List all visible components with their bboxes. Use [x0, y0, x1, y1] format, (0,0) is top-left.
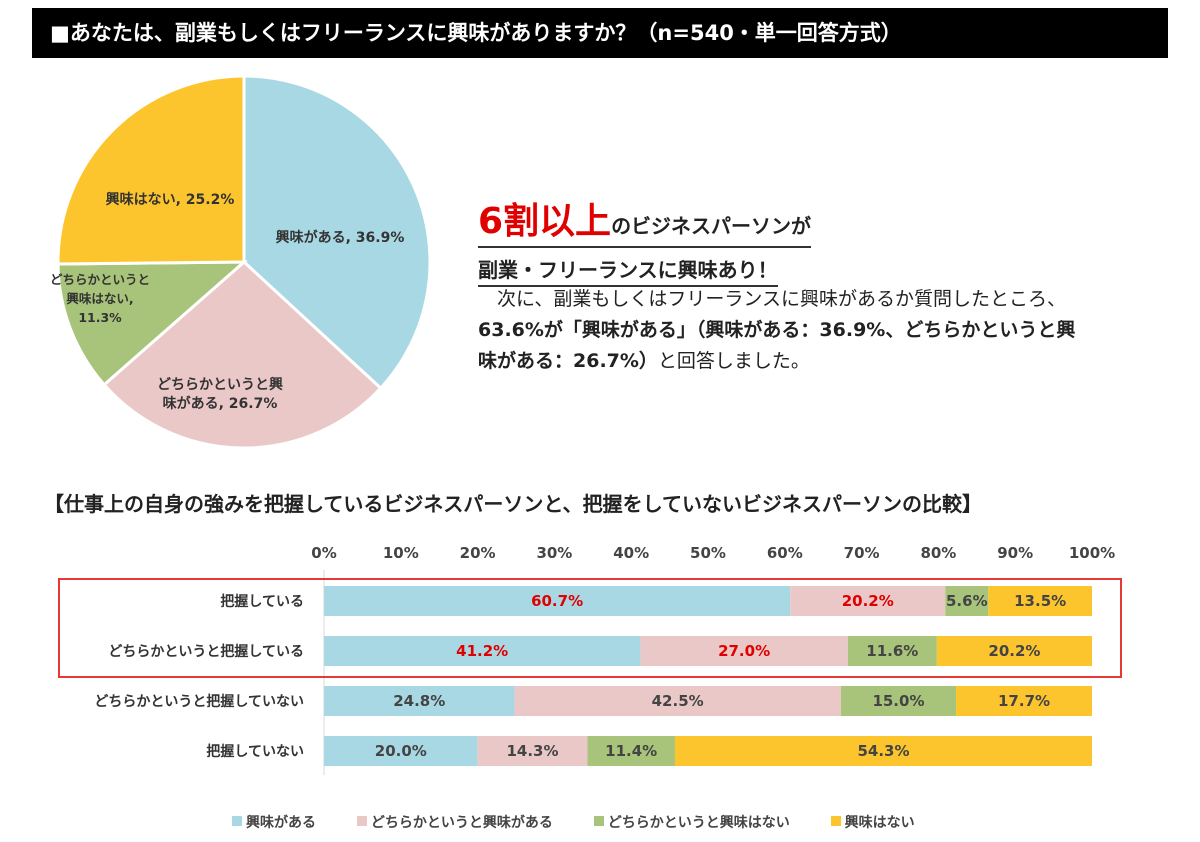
- section-title: 【仕事上の自身の強みを把握しているビジネスパーソンと、把握をしていないビジネスパ…: [44, 492, 982, 516]
- legend-swatch: [232, 816, 242, 826]
- legend-swatch: [593, 816, 604, 826]
- bar-value-label: 20.2%: [842, 592, 894, 610]
- legend-label: 興味はない: [844, 815, 915, 831]
- x-tick-label: 90%: [997, 544, 1033, 562]
- category-label: 把握している: [220, 593, 304, 610]
- bar-segment: [324, 586, 791, 616]
- bar-value-label: 60.7%: [531, 592, 583, 610]
- x-tick-label: 60%: [767, 544, 803, 562]
- bar-value-label: 13.5%: [1014, 592, 1066, 610]
- category-label: 把握していない: [206, 743, 304, 760]
- pie-slice: [56, 74, 246, 266]
- bar-value-label: 11.6%: [866, 642, 918, 660]
- bar-segment: [324, 636, 641, 666]
- legend-label: 興味がある: [246, 815, 316, 831]
- summary-part-3: と回答しました。: [657, 350, 810, 372]
- bar-value-label: 20.0%: [375, 742, 427, 760]
- bar-segment: [847, 636, 937, 666]
- bar-segment: [988, 586, 1092, 616]
- bar-value-label: 42.5%: [652, 692, 704, 710]
- legend-swatch: [356, 816, 367, 826]
- header-title: ■あなたは、副業もしくはフリーランスに興味がありますか？（n=540・単一回答方…: [50, 21, 902, 45]
- bar-value-label: 41.2%: [456, 642, 508, 660]
- headline-rest: のビジネスパーソンが: [611, 214, 812, 238]
- headline-line-1: 6割以上のビジネスパーソンが: [478, 192, 812, 248]
- bar-segment: [790, 586, 946, 616]
- bar-segment: [840, 686, 957, 716]
- bar-segment: [945, 586, 989, 616]
- bar-segment: [956, 686, 1092, 716]
- legend-swatch: [830, 816, 841, 826]
- x-tick-label: 100%: [1069, 544, 1115, 562]
- x-tick-label: 30%: [536, 544, 572, 562]
- bar-segment: [640, 636, 848, 666]
- bar-value-label: 20.2%: [988, 642, 1040, 660]
- legend-label: どちらかというと興味はない: [607, 815, 790, 831]
- pie-slice-label: 興味がある, 36.9%: [276, 229, 405, 246]
- bar-segment: [514, 686, 841, 716]
- bar-value-label: 14.3%: [506, 742, 558, 760]
- category-label: どちらかというと把握している: [108, 643, 304, 660]
- pie-slice-label: どちらかというと興味がある, 26.7%: [157, 377, 283, 412]
- x-tick-label: 70%: [844, 544, 880, 562]
- legend-item-somewhat-interested: どちらかというと興味がある: [356, 812, 553, 832]
- x-tick-label: 10%: [383, 544, 419, 562]
- x-tick-label: 20%: [460, 544, 496, 562]
- pie-slice: [56, 260, 249, 387]
- bar-segment: [324, 686, 515, 716]
- legend: 興味がある どちらかというと興味がある どちらかというと興味はない 興味はない: [232, 812, 951, 832]
- headline-line-2: 副業・フリーランスに興味あり！: [478, 254, 778, 287]
- summary-text: 次に、副業もしくはフリーランスに興味があるか質問したところ、 63.6%が「興味が…: [478, 284, 1078, 377]
- bar-value-label: 24.8%: [393, 692, 445, 710]
- pie-slice-label: 興味はない, 25.2%: [106, 192, 235, 208]
- pie-slice-label: どちらかというと興味はない, 11.3%: [50, 272, 150, 325]
- legend-item-not-interested: 興味はない: [830, 812, 915, 832]
- stacked-bar-chart: 0% 10% 20% 30% 40% 50% 60% 70% 80% 90% 100% 把握している 6…: [94, 544, 1115, 775]
- bar-segment: [324, 736, 478, 766]
- bar-segment: [477, 736, 588, 766]
- bar-value-label: 17.7%: [998, 692, 1050, 710]
- pie-slice: [102, 259, 383, 450]
- bar-value-label: 27.0%: [718, 642, 770, 660]
- legend-item-somewhat-not: どちらかというと興味はない: [593, 812, 790, 832]
- header-bar: ■あなたは、副業もしくはフリーランスに興味がありますか？（n=540・単一回答方…: [32, 8, 1168, 58]
- legend-item-interested: 興味がある: [232, 812, 316, 832]
- x-tick-label: 50%: [690, 544, 726, 562]
- bar-value-label: 11.4%: [605, 742, 657, 760]
- bar-segment: [587, 736, 675, 766]
- legend-label: どちらかというと興味がある: [370, 815, 553, 831]
- pie-chart: 興味がある, 36.9% どちらかというと興味がある, 26.7% どちらかというと…: [50, 74, 432, 450]
- category-label: どちらかというと把握していない: [94, 693, 304, 710]
- bar-value-label: 15.0%: [872, 692, 924, 710]
- pie-slice: [242, 74, 432, 391]
- headline: 6割以上のビジネスパーソンが 副業・フリーランスに興味あり！: [478, 192, 898, 287]
- summary-part-1: 次に、副業もしくはフリーランスに興味があるか質問したところ、: [478, 288, 1067, 310]
- summary-part-bold: 63.6%が「興味がある」（興味がある：36.9%、どちらかというと興味がある：…: [478, 319, 1076, 372]
- bar-value-label: 5.6%: [946, 592, 988, 610]
- highlight-box: [58, 578, 1122, 678]
- bar-segment: [674, 736, 1092, 766]
- x-tick-label: 0%: [311, 544, 336, 562]
- bar-segment: [936, 636, 1092, 666]
- bar-value-label: 54.3%: [857, 742, 909, 760]
- x-tick-label: 40%: [613, 544, 649, 562]
- x-tick-label: 80%: [920, 544, 956, 562]
- headline-big: 6割以上: [478, 201, 612, 242]
